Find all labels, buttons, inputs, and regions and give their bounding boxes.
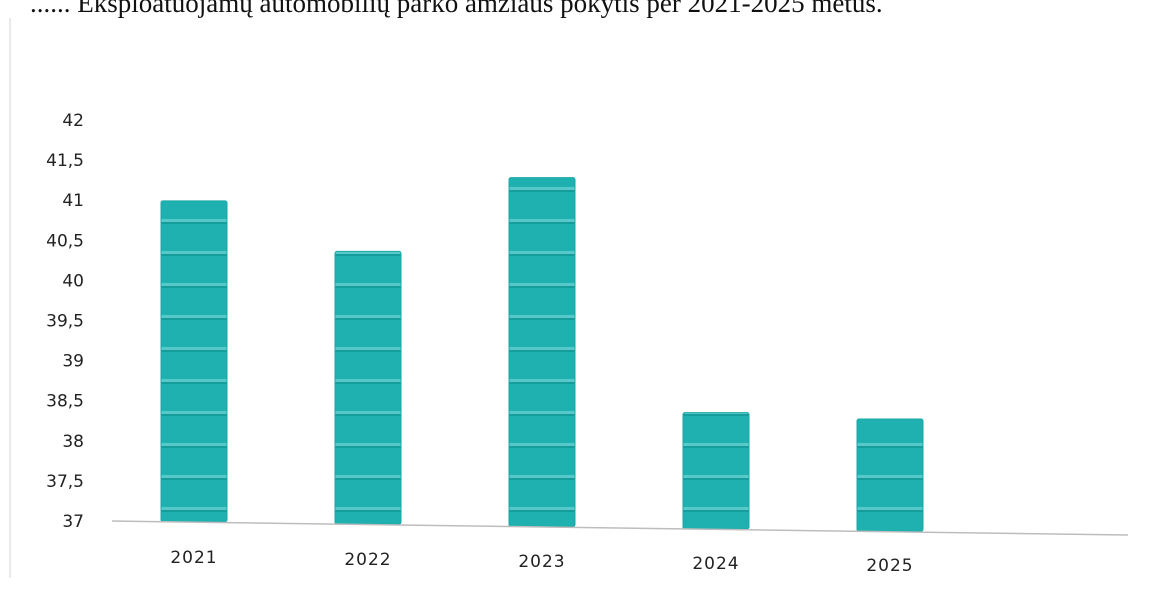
y-tick-label: 41 — [62, 191, 84, 211]
y-tick-label: 42 — [62, 111, 84, 131]
y-tick-label: 40,5 — [46, 231, 84, 251]
y-tick-label: 37,5 — [46, 472, 84, 492]
bar-2024 — [682, 412, 750, 530]
bars — [160, 177, 924, 532]
y-tick-label: 38 — [62, 432, 84, 452]
y-tick-label: 41,5 — [46, 151, 84, 171]
x-tick-label: 2023 — [518, 552, 565, 572]
x-axis-line — [111, 520, 1129, 536]
bar-2021 — [160, 200, 228, 523]
bar-2023 — [508, 177, 576, 527]
page-edge-rule — [9, 18, 11, 578]
x-tick-label: 2022 — [344, 550, 391, 570]
y-tick-label: 37 — [62, 512, 84, 532]
x-tick-label: 2025 — [866, 556, 913, 576]
y-tick-label: 40 — [62, 271, 84, 291]
x-axis: 2021 2022 2023 2024 2025 — [170, 548, 913, 576]
y-tick-label: 38,5 — [46, 392, 84, 412]
bar-2022 — [334, 250, 402, 525]
y-tick-label: 39 — [62, 352, 84, 372]
x-tick-label: 2021 — [170, 548, 217, 568]
y-tick-label: 39,5 — [46, 312, 84, 332]
x-tick-label: 2024 — [692, 554, 739, 574]
chart-title: ...... Eksploatuojamų automobilių parko … — [30, 0, 883, 18]
bar-2025 — [856, 418, 924, 532]
y-axis: 37 37,5 38 38,5 39 39,5 40 40,5 41 41,5 42 — [46, 111, 84, 532]
